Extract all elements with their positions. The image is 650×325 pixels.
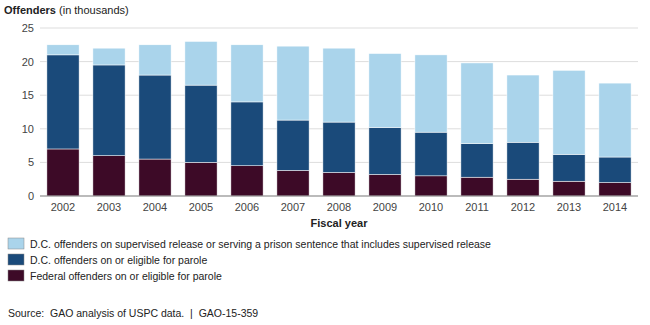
x-tick-label: 2013 (557, 201, 581, 213)
bar (553, 181, 585, 196)
bar (139, 45, 171, 75)
bar (461, 177, 493, 196)
bar (231, 45, 263, 102)
bar (507, 179, 539, 196)
x-tick-label: 2010 (419, 201, 443, 213)
y-tick-label: 0 (28, 190, 34, 202)
x-tick-label: 2009 (373, 201, 397, 213)
legend-swatch (8, 238, 24, 249)
bar (415, 132, 447, 176)
bar (553, 70, 585, 154)
x-tick-label: 2014 (603, 201, 627, 213)
bar (369, 127, 401, 174)
x-tick-label: 2004 (143, 201, 167, 213)
x-axis-label: Fiscal year (311, 217, 369, 229)
bar (93, 65, 125, 156)
bar (47, 55, 79, 149)
x-tick-label: 2003 (97, 201, 121, 213)
bar (185, 162, 217, 196)
legend-label: D.C. offenders on or eligible for parole (30, 254, 207, 266)
bar (185, 41, 217, 85)
x-tick-label: 2008 (327, 201, 351, 213)
y-axis-label-part: (in thousands) (56, 4, 129, 16)
y-tick-label: 25 (22, 22, 34, 34)
bar (599, 157, 631, 183)
bar (93, 48, 125, 65)
legend-label: Federal offenders on or eligible for par… (30, 270, 222, 282)
bar (323, 172, 355, 196)
bar (277, 120, 309, 170)
bar (369, 174, 401, 196)
y-axis-label-part: Offenders (4, 4, 56, 16)
bar (323, 48, 355, 122)
bar (231, 102, 263, 166)
bar (185, 85, 217, 162)
source-note: Source: GAO analysis of USPC data. | GAO… (8, 307, 258, 319)
legend: D.C. offenders on supervised release or … (8, 238, 491, 282)
y-tick-label: 20 (22, 56, 34, 68)
bar (599, 83, 631, 157)
x-tick-label: 2007 (281, 201, 305, 213)
y-axis-label: Offenders (in thousands) (4, 4, 129, 16)
y-tick-label: 5 (28, 156, 34, 168)
legend-swatch (8, 270, 24, 281)
bar (47, 149, 79, 196)
x-axis-line (40, 196, 638, 197)
bar (507, 75, 539, 142)
x-tick-label: 2011 (465, 201, 489, 213)
x-tick-label: 2002 (51, 201, 75, 213)
bar (461, 63, 493, 144)
x-tick-label: 2012 (511, 201, 535, 213)
bar (599, 183, 631, 196)
x-tick-label: 2005 (189, 201, 213, 213)
bar (93, 156, 125, 196)
x-tick-label: 2006 (235, 201, 259, 213)
bar (507, 142, 539, 179)
grid-line (40, 196, 638, 197)
legend-label: D.C. offenders on supervised release or … (30, 238, 491, 250)
bar (139, 159, 171, 196)
grid-line (40, 28, 638, 29)
bar (47, 45, 79, 55)
bar (553, 154, 585, 181)
bars (47, 41, 631, 196)
bar (323, 122, 355, 172)
bar (415, 176, 447, 196)
bar (139, 75, 171, 159)
bar (369, 54, 401, 128)
bar (277, 170, 309, 196)
bar (277, 46, 309, 120)
legend-swatch (8, 254, 24, 265)
y-tick-label: 10 (22, 123, 34, 135)
grid (40, 28, 638, 196)
bar (461, 144, 493, 178)
bar (415, 55, 447, 132)
y-tick-label: 15 (22, 89, 34, 101)
chart: Offenders (in thousands) 0 5 10 15 20 25 2002 20… (0, 0, 650, 325)
bar (231, 166, 263, 196)
